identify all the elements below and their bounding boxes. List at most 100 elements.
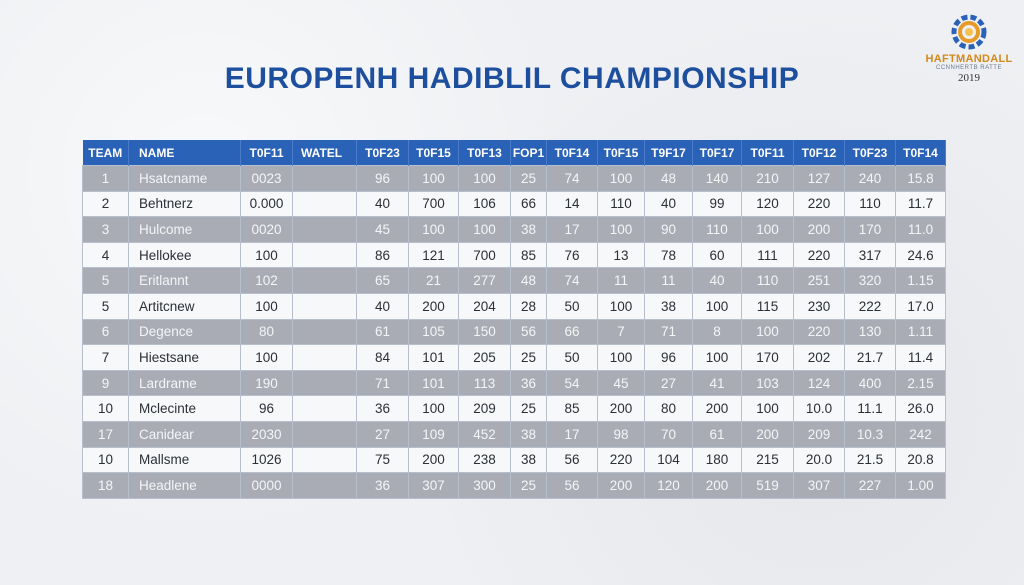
header-col-13[interactable]: T0F11 — [741, 140, 794, 166]
stat-cell: 100 — [408, 165, 459, 192]
stat-cell: 100 — [597, 216, 645, 243]
stat-cell: 307 — [408, 472, 459, 499]
header-col-6[interactable]: T0F15 — [408, 140, 459, 166]
stat-cell: 519 — [741, 472, 794, 499]
stat-cell: 50 — [546, 292, 598, 320]
watel-cell — [292, 241, 357, 269]
header-col-9[interactable]: T0F14 — [546, 140, 598, 166]
stat-cell: 38 — [644, 292, 693, 320]
stat-cell: 170 — [741, 344, 794, 371]
stat-cell: 130 — [844, 318, 896, 346]
team-rank-cell: 10 — [82, 446, 129, 474]
header-col-7[interactable]: T0F13 — [458, 140, 511, 166]
stat-cell: 220 — [793, 318, 845, 346]
header-col-10[interactable]: T0F15 — [597, 140, 645, 166]
stat-cell: 85 — [546, 395, 598, 422]
stat-cell: 40 — [356, 190, 409, 218]
stat-cell: 202 — [793, 344, 845, 371]
stat-cell: 21.7 — [844, 344, 896, 371]
table-row[interactable]: 18 Headlene 0000 36 307 300 25 56 200 120 200 519 30… — [82, 472, 946, 499]
stat-cell: 66 — [546, 318, 598, 346]
table-row[interactable]: 3 Hulcome 0020 45 100 100 38 17 100 90 110 100 200 17… — [82, 216, 946, 243]
stat-cell: 100 — [458, 216, 511, 243]
team-rank-cell: 4 — [82, 241, 129, 269]
table-row[interactable]: 17 Canidear 2030 27 109 452 38 17 98 70 61 200 209 10… — [82, 420, 946, 448]
stat-cell: 14 — [546, 190, 598, 218]
stat-cell: 121 — [408, 241, 459, 269]
table-row[interactable]: 6 Degence 80 61 105 150 56 66 7 71 8 100 220 130 1.11 — [82, 318, 946, 346]
stat-cell: 452 — [458, 420, 511, 448]
stat-cell: 100 — [597, 292, 645, 320]
stat-cell: 400 — [844, 369, 896, 397]
table-row[interactable]: 5 Eritlannt 102 65 21 277 48 74 11 11 40 110 251 320 1… — [82, 267, 946, 294]
header-col-5[interactable]: T0F23 — [356, 140, 409, 166]
watel-cell — [292, 292, 357, 320]
stat-cell: 1.11 — [895, 318, 946, 346]
stat-cell: 96 — [356, 165, 409, 192]
stat-cell: 56 — [546, 446, 598, 474]
table-row[interactable]: 10 Mallsme 1026 75 200 238 38 56 220 104 180 215 20.… — [82, 446, 946, 474]
team-name-cell: Hiestsane — [128, 344, 241, 371]
table-row[interactable]: 2 Behtnerz 0.000 40 700 106 66 14 110 40 99 120 220 1… — [82, 190, 946, 218]
stat-cell: 20.8 — [895, 446, 946, 474]
stat-cell: 200 — [597, 472, 645, 499]
table-row[interactable]: 7 Hiestsane 100 84 101 205 25 50 100 96 100 170 202 2… — [82, 344, 946, 371]
team-rank-cell: 1 — [82, 165, 129, 192]
team-code-cell: 100 — [240, 241, 293, 269]
stat-cell: 240 — [844, 165, 896, 192]
table-row[interactable]: 4 Hellokee 100 86 121 700 85 76 13 78 60 111 220 317 2… — [82, 241, 946, 269]
team-name-cell: Lardrame — [128, 369, 241, 397]
stat-cell: 180 — [692, 446, 742, 474]
stat-cell: 27 — [356, 420, 409, 448]
header-name[interactable]: NAME — [128, 140, 241, 166]
stat-cell: 45 — [597, 369, 645, 397]
stat-cell: 101 — [408, 344, 459, 371]
stat-cell: 20.0 — [793, 446, 845, 474]
stat-cell: 220 — [793, 241, 845, 269]
stat-cell: 38 — [510, 216, 547, 243]
stat-cell: 113 — [458, 369, 511, 397]
header-col-3[interactable]: T0F11 — [240, 140, 293, 166]
table-row[interactable]: 10 Mclecinte 96 36 100 209 25 85 200 80 200 100 10.0… — [82, 395, 946, 422]
header-col-15[interactable]: T0F23 — [844, 140, 896, 166]
header-col-11[interactable]: T9F17 — [644, 140, 693, 166]
stat-cell: 24.6 — [895, 241, 946, 269]
stat-cell: 10.0 — [793, 395, 845, 422]
header-col-14[interactable]: T0F12 — [793, 140, 845, 166]
stat-cell: 230 — [793, 292, 845, 320]
table-row[interactable]: 5 Artitcnew 100 40 200 204 28 50 100 38 100 115 230 2… — [82, 292, 946, 320]
stat-cell: 75 — [356, 446, 409, 474]
stat-cell: 65 — [356, 267, 409, 294]
header-col-8[interactable]: FOP1 — [510, 140, 547, 166]
team-name-cell: Mclecinte — [128, 395, 241, 422]
header-col-16[interactable]: T0F14 — [895, 140, 946, 166]
stat-cell: 26.0 — [895, 395, 946, 422]
stat-cell: 38 — [510, 446, 547, 474]
stat-cell: 204 — [458, 292, 511, 320]
table-header-row: TEAM NAME T0F11 WATEL T0F23 T0F15 T0F13 … — [82, 140, 946, 166]
stat-cell: 8 — [692, 318, 742, 346]
team-name-cell: Hulcome — [128, 216, 241, 243]
logo-subtitle: CCNNHERTB RATTE — [936, 65, 1002, 71]
stat-cell: 210 — [741, 165, 794, 192]
stat-cell: 106 — [458, 190, 511, 218]
table-row[interactable]: 9 Lardrame 190 71 101 113 36 54 45 27 41 103 124 400 2… — [82, 369, 946, 397]
table-row[interactable]: 1 Hsatcname 0023 96 100 100 25 74 100 48 140 210 127… — [82, 165, 946, 192]
header-watel[interactable]: WATEL — [292, 140, 357, 166]
stat-cell: 200 — [793, 216, 845, 243]
stat-cell: 7 — [597, 318, 645, 346]
stat-cell: 2.15 — [895, 369, 946, 397]
stat-cell: 25 — [510, 395, 547, 422]
stat-cell: 1.00 — [895, 472, 946, 499]
stat-cell: 209 — [458, 395, 511, 422]
team-name-cell: Eritlannt — [128, 267, 241, 294]
header-col-12[interactable]: T0F17 — [692, 140, 742, 166]
stat-cell: 40 — [644, 190, 693, 218]
stat-cell: 127 — [793, 165, 845, 192]
stat-cell: 140 — [692, 165, 742, 192]
stat-cell: 86 — [356, 241, 409, 269]
stat-cell: 38 — [510, 420, 547, 448]
stat-cell: 100 — [458, 165, 511, 192]
header-team[interactable]: TEAM — [82, 140, 129, 166]
watel-cell — [292, 318, 357, 346]
